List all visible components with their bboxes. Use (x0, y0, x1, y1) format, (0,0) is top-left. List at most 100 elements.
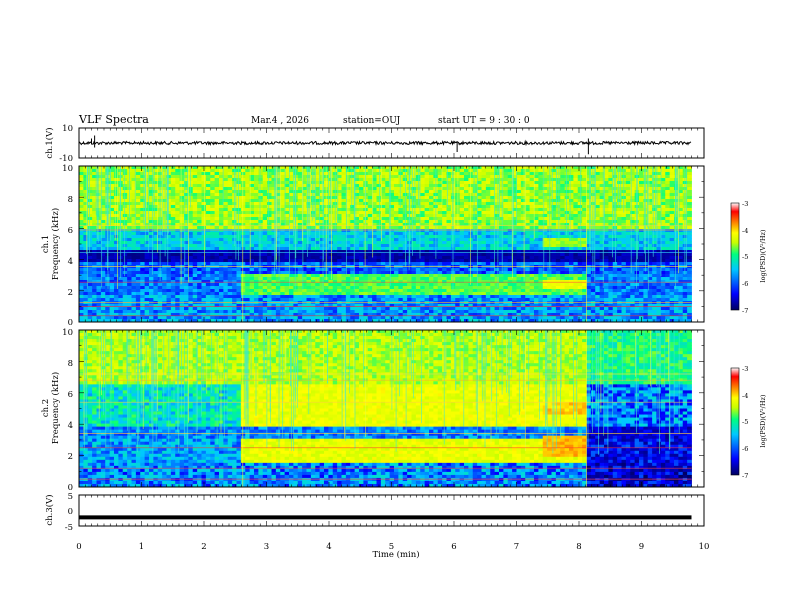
ch1-spectrogram-cell (96, 316, 102, 320)
ch1-spectrogram-cell (302, 307, 307, 311)
ch1-spectrogram-cell (227, 277, 233, 281)
ch1-spectrogram-cell (293, 304, 299, 308)
ch1-spectrogram-cell (122, 223, 128, 227)
ch1-spectrogram-cell (372, 178, 377, 182)
ch1-spectrogram-cell (122, 241, 128, 245)
ch1-spectrogram-cell (227, 205, 233, 209)
ch1-spectrogram-cell (459, 313, 465, 317)
ch1-spectrogram-cell (310, 283, 316, 287)
ch1-spectrogram-cell (140, 184, 146, 188)
ch1-spectrogram-cell (149, 316, 154, 320)
ch1-spectrogram-cell (188, 286, 194, 290)
ch1-spectrogram-cell (254, 262, 259, 266)
ch1-spectrogram-cell (280, 268, 286, 272)
ch1-spectrogram-cell (302, 304, 307, 308)
ch1-spectrogram-cell (275, 217, 281, 221)
ch1-spectrogram-cell (118, 313, 124, 317)
ch1-spectrogram-cell (140, 166, 146, 170)
ch1-spectrogram-cell (275, 226, 281, 230)
ch1-spectrogram-cell (354, 253, 360, 257)
ch1-spectrogram-cell (109, 286, 115, 290)
ch1-spectrogram-cell (442, 220, 447, 224)
ch1-spectrogram-cell (297, 268, 303, 272)
ch1-spectrogram-cell (262, 289, 268, 293)
ch1-spectrogram-cell (114, 280, 119, 284)
ch1-spectrogram-cell (114, 304, 119, 308)
ch1-spectrogram-cell (468, 316, 474, 320)
ch1-spectrogram-cell (271, 211, 277, 215)
ch1-spectrogram-cell (135, 316, 141, 320)
ch1-spectrogram-cell (411, 232, 417, 236)
ch1-spectrogram-cell (359, 274, 364, 278)
ch1-spectrogram-cell (477, 274, 482, 278)
ch1-spectrogram-cell (149, 202, 154, 206)
ch1-spectrogram-cell (144, 295, 150, 299)
ch1-spectrogram-cell (214, 319, 220, 323)
ch1-spectrogram-cell (315, 241, 321, 245)
ch1-spectrogram-cell (345, 184, 351, 188)
ch1-spectrogram-cell (214, 283, 220, 287)
ch1-spectrogram-cell (92, 166, 97, 170)
ch1-spectrogram-cell (354, 217, 360, 221)
ch1-spectrogram-cell (446, 199, 452, 203)
ch1-spectrogram-cell (192, 307, 198, 311)
ch1-spectrogram-cell (258, 205, 264, 209)
ch1-spectrogram-cell (153, 268, 159, 272)
ch1-spectrogram-cell (267, 220, 272, 224)
ch1-spectrogram-cell (153, 217, 159, 221)
ch1-spectrogram-cell (175, 178, 181, 182)
ch1-spectrogram-cell (184, 277, 189, 281)
ch1-spectrogram-cell (87, 253, 93, 257)
ch1-spectrogram-cell (271, 226, 277, 230)
ch1-spectrogram-cell (188, 280, 194, 284)
ch1-spectrogram-cell (175, 217, 181, 221)
ch1-spectrogram-cell (306, 193, 312, 197)
ch1-spectrogram-cell (122, 268, 128, 272)
ch1-spectrogram-cell (140, 274, 146, 278)
ch1-spectrogram-cell (258, 238, 264, 242)
ch1-spectrogram-cell (267, 307, 272, 311)
ch1-spectrogram-cell (437, 298, 443, 302)
ch1-spectrogram-cell (354, 187, 360, 191)
ch1-spectrogram-cell (197, 238, 202, 242)
ch1-spectrogram-cell (162, 286, 167, 290)
ch1-spectrogram-cell (179, 298, 185, 302)
ch1-spectrogram-cell (437, 211, 443, 215)
ch1-spectrogram-cell (472, 202, 478, 206)
ch1-spectrogram-cell (153, 226, 159, 230)
ch1-spectrogram-cell (219, 184, 224, 188)
ch1-spectrogram-cell (354, 244, 360, 248)
ch1-spectrogram-cell (477, 292, 482, 296)
ch1-spectrogram-cell (464, 196, 469, 200)
ch1-spectrogram-cell (345, 295, 351, 299)
ch1-spectrogram-cell (83, 271, 89, 275)
ch1-spectrogram-cell (188, 199, 194, 203)
ch1-spectrogram-cell (254, 277, 259, 281)
ch1-spectrogram-cell (127, 253, 132, 257)
ch1-spectrogram-cell (135, 319, 141, 323)
ch1-spectrogram-cell (144, 316, 150, 320)
ch1-spectrogram-cell (240, 193, 246, 197)
ch1-spectrogram-cell (214, 235, 220, 239)
ch1-spectrogram-cell (254, 316, 259, 320)
ch1-spectrogram-cell (354, 226, 360, 230)
ch1-spectrogram-cell (83, 202, 89, 206)
ch1-spectrogram-cell (205, 232, 211, 236)
ch1-spectrogram-cell (210, 274, 216, 278)
ch1-spectrogram-cell (109, 274, 115, 278)
ch1-spectrogram-cell (232, 289, 237, 293)
ch1-spectrogram-cell (459, 253, 465, 257)
ch1-spectrogram-cell (284, 277, 290, 281)
ch1-spectrogram-cell (131, 184, 137, 188)
ch1-spectrogram-cell (289, 289, 294, 293)
ch1-spectrogram-cell (354, 181, 360, 185)
ch1-spectrogram-cell (179, 217, 185, 221)
ch1-spectrogram-cell (92, 226, 97, 230)
ch1-spectrogram-cell (402, 313, 408, 317)
ch1-spectrogram-cell (284, 307, 290, 311)
ch1-spectrogram-cell (380, 220, 386, 224)
ch1-spectrogram-cell (122, 274, 128, 278)
ch1-spectrogram-cell (275, 196, 281, 200)
ch1-spectrogram-cell (100, 262, 106, 266)
ch1-spectrogram-cell (114, 247, 119, 251)
